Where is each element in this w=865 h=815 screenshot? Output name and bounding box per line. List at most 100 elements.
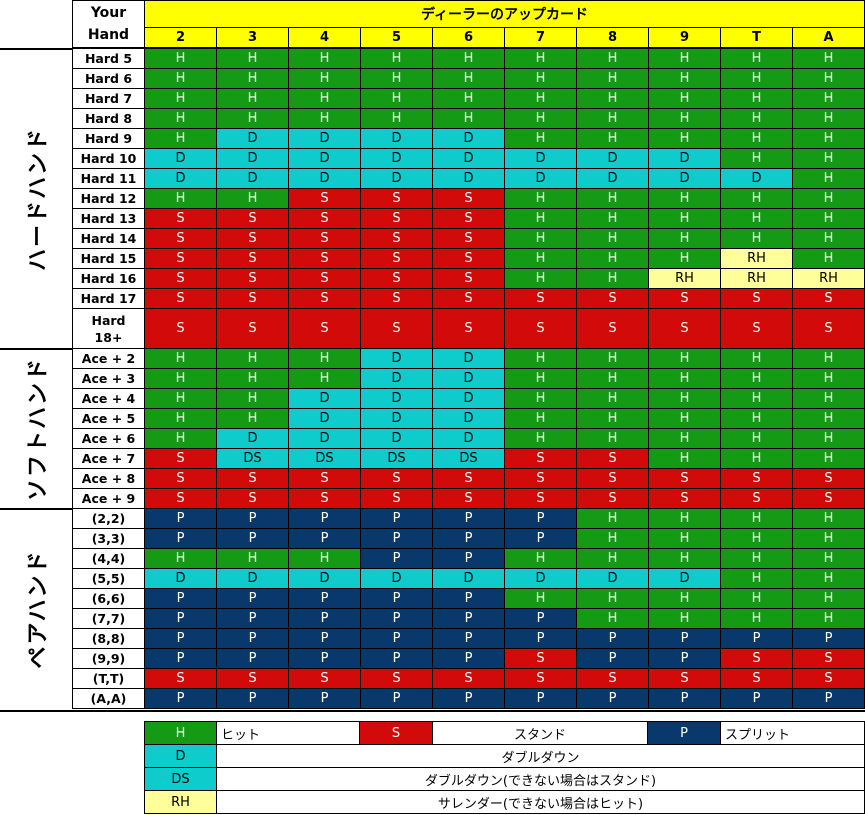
action-cell: H [576, 208, 649, 229]
action-cell: S [288, 268, 361, 289]
legend-split-label: スプリット [720, 721, 865, 745]
dealer-card-8: 8 [576, 27, 649, 48]
action-cell: S [504, 668, 577, 689]
action-cell: H [432, 108, 505, 129]
action-cell: S [216, 288, 289, 309]
action-cell: S [360, 288, 433, 309]
action-cell: D [720, 168, 793, 189]
action-cell: S [432, 228, 505, 249]
action-cell: S [432, 268, 505, 289]
action-cell: S [576, 308, 649, 349]
action-cell: H [576, 88, 649, 109]
action-cell: H [144, 108, 217, 129]
action-cell: H [144, 368, 217, 389]
row-label: Ace + 8 [72, 468, 145, 489]
action-cell: H [792, 228, 865, 249]
action-cell: H [504, 188, 577, 209]
action-cell: H [648, 588, 721, 609]
action-cell: RH [648, 268, 721, 289]
row-label: Hard 15 [72, 248, 145, 269]
row-label: Ace + 5 [72, 408, 145, 429]
action-cell: H [792, 568, 865, 589]
action-cell: D [360, 128, 433, 149]
action-cell: P [648, 688, 721, 709]
action-cell: H [792, 108, 865, 129]
action-cell: S [504, 468, 577, 489]
action-cell: H [720, 68, 793, 89]
action-cell: S [360, 248, 433, 269]
action-cell: D [360, 428, 433, 449]
action-cell: D [432, 368, 505, 389]
action-cell: H [504, 588, 577, 609]
action-cell: H [144, 88, 217, 109]
row-label: (T,T) [72, 668, 145, 689]
action-cell: S [144, 488, 217, 509]
action-cell: H [576, 68, 649, 89]
action-cell: H [504, 548, 577, 569]
action-cell: H [648, 348, 721, 369]
action-cell: H [504, 208, 577, 229]
action-cell: P [432, 648, 505, 669]
action-cell: D [216, 128, 289, 149]
action-cell: S [648, 308, 721, 349]
row-label: Ace + 6 [72, 428, 145, 449]
action-cell: S [576, 488, 649, 509]
action-cell: S [504, 488, 577, 509]
action-cell: D [216, 428, 289, 449]
action-cell: S [216, 268, 289, 289]
action-cell: D [216, 168, 289, 189]
action-cell: H [288, 108, 361, 129]
action-cell: DS [288, 448, 361, 469]
action-cell: S [720, 288, 793, 309]
action-cell: S [144, 268, 217, 289]
dealer-card-4: 4 [288, 27, 361, 48]
action-cell: H [216, 348, 289, 369]
legend-split-code: P [647, 721, 721, 745]
action-cell: H [792, 48, 865, 69]
action-cell: D [288, 148, 361, 169]
action-cell: H [648, 448, 721, 469]
action-cell: H [288, 548, 361, 569]
action-cell: S [216, 468, 289, 489]
action-cell: H [720, 608, 793, 629]
row-label: Ace + 3 [72, 368, 145, 389]
action-cell: P [432, 688, 505, 709]
action-cell: P [216, 688, 289, 709]
action-cell: D [288, 388, 361, 409]
action-cell: H [576, 268, 649, 289]
action-cell: P [288, 628, 361, 649]
action-cell: D [648, 168, 721, 189]
action-cell: S [720, 488, 793, 509]
action-cell: S [288, 488, 361, 509]
action-cell: S [432, 188, 505, 209]
action-cell: D [288, 568, 361, 589]
action-cell: D [432, 388, 505, 409]
dealer-upcard-title: ディーラーのアップカード [144, 0, 865, 28]
action-cell: S [504, 288, 577, 309]
action-cell: D [432, 348, 505, 369]
action-cell: H [792, 388, 865, 409]
action-cell: H [144, 68, 217, 89]
action-cell: H [720, 148, 793, 169]
action-cell: S [216, 228, 289, 249]
action-cell: DS [360, 448, 433, 469]
action-cell: S [288, 188, 361, 209]
action-cell: H [504, 348, 577, 369]
action-cell: S [648, 468, 721, 489]
action-cell: S [432, 668, 505, 689]
action-cell: S [432, 288, 505, 309]
row-label: Hard 9 [72, 128, 145, 149]
action-cell: D [504, 168, 577, 189]
row-label: Ace + 9 [72, 488, 145, 509]
action-cell: H [792, 128, 865, 149]
action-cell: H [792, 608, 865, 629]
row-label: (6,6) [72, 588, 145, 609]
row-label: Hard 5 [72, 48, 145, 69]
legend-stand-label: スタンド [432, 721, 648, 745]
action-cell: S [360, 188, 433, 209]
action-cell: S [288, 308, 361, 349]
action-cell: H [288, 88, 361, 109]
action-cell: H [504, 248, 577, 269]
section-label-text: ハードハンド [26, 126, 51, 272]
